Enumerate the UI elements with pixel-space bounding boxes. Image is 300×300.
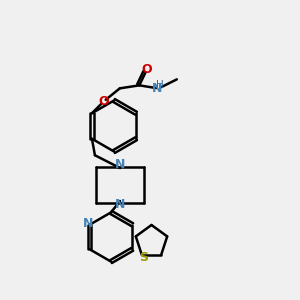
Text: N: N [152,82,163,95]
Text: N: N [83,217,93,230]
Text: N: N [115,197,125,211]
Text: O: O [142,63,152,76]
Text: N: N [115,158,125,172]
Text: H: H [156,80,164,90]
Text: S: S [139,251,148,264]
Text: O: O [98,95,109,108]
